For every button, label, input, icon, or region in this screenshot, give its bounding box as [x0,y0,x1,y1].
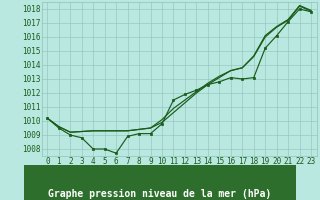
Text: Graphe pression niveau de la mer (hPa): Graphe pression niveau de la mer (hPa) [48,189,272,199]
